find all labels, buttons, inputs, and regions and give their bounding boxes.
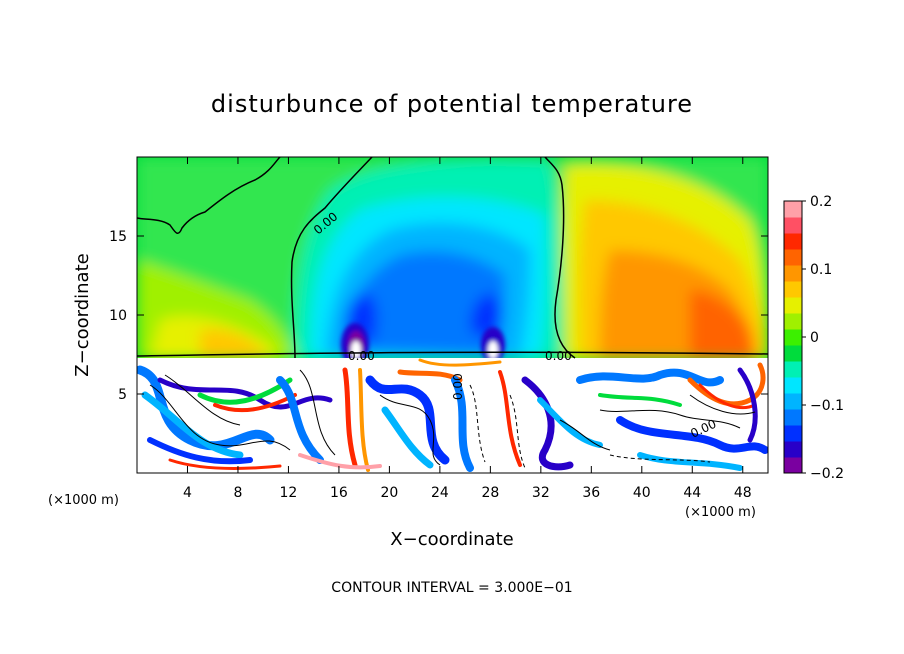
plot-area: 0.00 0.00 0.00 0.00 0.00 <box>137 157 768 473</box>
x-axis-title: X−coordinate <box>390 529 513 550</box>
lower-contours <box>149 369 756 469</box>
y-axis: 5 10 15 <box>109 229 768 403</box>
upper-field <box>137 157 768 360</box>
x-axis: 4 8 12 16 20 24 28 32 36 40 44 48 <box>183 157 752 501</box>
colorbar-tick-label: −0.2 <box>810 466 844 482</box>
colorbar-swatch <box>784 201 802 218</box>
contour-label: 0.00 <box>545 349 572 363</box>
chart-title: disturbunce of potential temperature <box>211 90 693 118</box>
colorbar-swatch <box>784 313 802 330</box>
x-tick-label: 12 <box>280 485 298 501</box>
y-axis-title: Z−coordinate <box>72 253 93 376</box>
colorbar-swatch <box>784 329 802 346</box>
colorbar-swatch <box>784 233 802 250</box>
colorbar-swatch <box>784 249 802 266</box>
colorbar-tick-label: −0.1 <box>810 398 844 414</box>
zero-contours <box>137 157 768 359</box>
y-tick-label: 15 <box>109 229 127 245</box>
colorbar-tick-label: 0 <box>810 330 819 346</box>
x-tick-label: 40 <box>633 485 651 501</box>
y-tick-label: 10 <box>109 308 127 324</box>
z-unit-label: (×1000 m) <box>48 493 119 508</box>
plume-caps <box>341 323 505 367</box>
x-tick-label: 4 <box>183 485 192 501</box>
colorbar-swatch <box>784 425 802 442</box>
colorbar-swatch <box>784 441 802 458</box>
colorbar-tick-label: 0.1 <box>810 262 832 278</box>
colorbar-swatch <box>784 217 802 234</box>
x-tick-label: 28 <box>481 485 499 501</box>
x-unit-label: (×1000 m) <box>685 505 756 520</box>
x-tick-label: 8 <box>233 485 242 501</box>
x-tick-label: 32 <box>532 485 550 501</box>
colorbar-swatch <box>784 281 802 298</box>
x-tick-label: 36 <box>582 485 600 501</box>
colorbar-swatch <box>784 297 802 314</box>
colorbar-swatch <box>784 409 802 426</box>
x-tick-label: 24 <box>431 485 449 501</box>
x-tick-label: 20 <box>380 485 398 501</box>
colorbar-swatch <box>784 361 802 378</box>
y-tick-label: 5 <box>118 387 127 403</box>
colorbar-swatch <box>784 377 802 394</box>
colorbar-swatch <box>784 265 802 282</box>
contour-label: 0.00 <box>348 349 375 363</box>
colorbar: 0.2 0.1 0 −0.1 −0.2 <box>783 194 844 482</box>
colorbar-swatch <box>784 457 802 474</box>
colorbar-swatch <box>784 393 802 410</box>
x-tick-label: 44 <box>683 485 701 501</box>
colorbar-swatch <box>784 345 802 362</box>
contour-label: 0.00 <box>451 373 465 400</box>
contour-interval-note: CONTOUR INTERVAL = 3.000E−01 <box>331 580 572 596</box>
x-tick-label: 16 <box>330 485 348 501</box>
colorbar-tick-label: 0.2 <box>810 194 832 210</box>
x-tick-label: 48 <box>734 485 752 501</box>
